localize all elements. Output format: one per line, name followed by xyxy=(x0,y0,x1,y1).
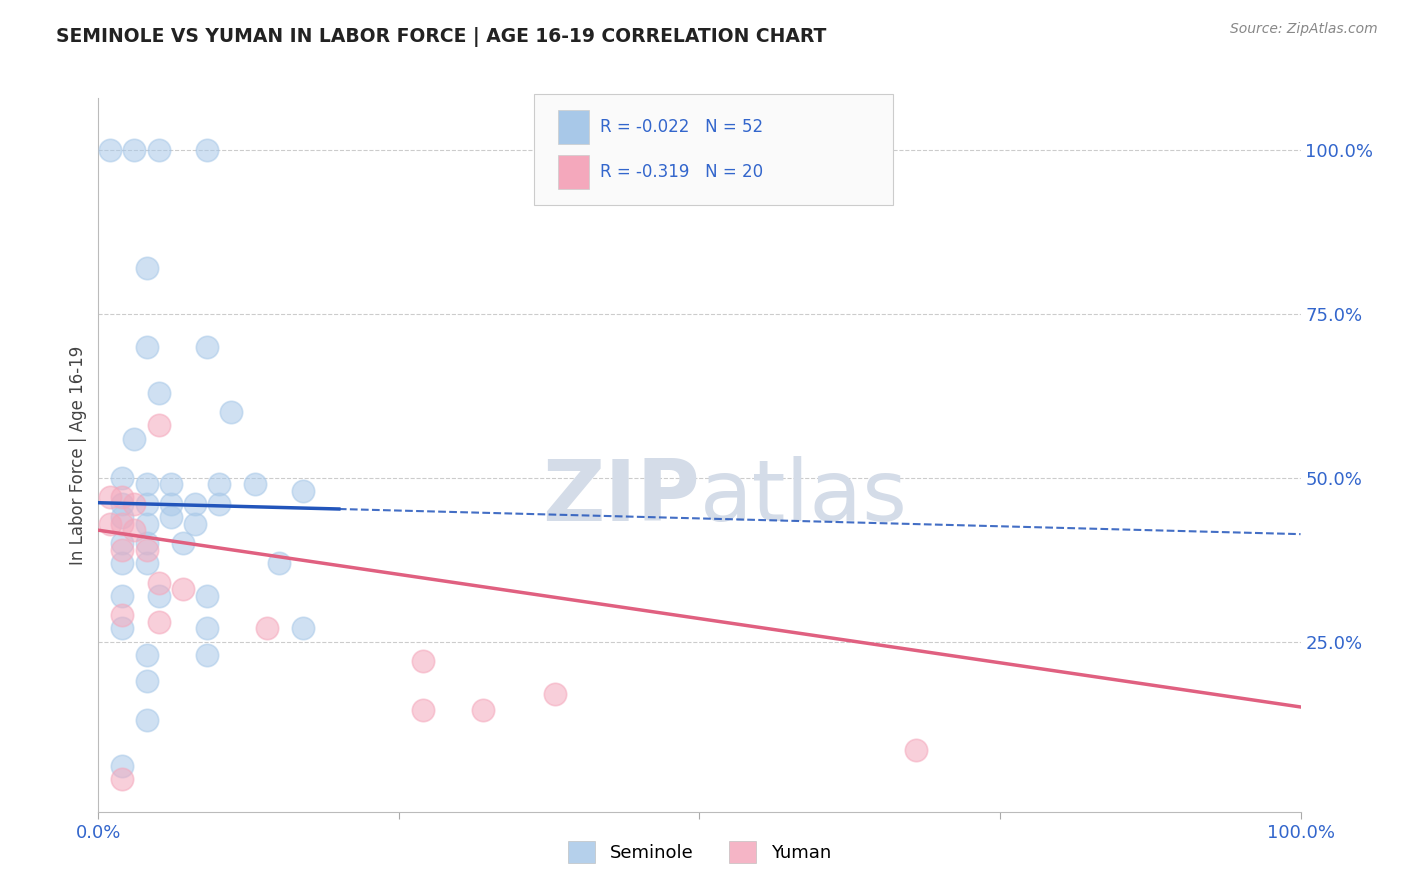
Point xyxy=(267,556,290,570)
Point xyxy=(148,589,170,603)
Point xyxy=(111,491,134,505)
Point xyxy=(100,144,122,158)
Point xyxy=(124,523,146,537)
Point xyxy=(100,516,122,531)
Point xyxy=(148,418,170,433)
Point xyxy=(183,516,205,531)
Point xyxy=(135,340,157,354)
Point xyxy=(208,477,231,491)
Text: Source: ZipAtlas.com: Source: ZipAtlas.com xyxy=(1230,22,1378,37)
Point xyxy=(291,483,314,498)
Point xyxy=(148,575,170,590)
Text: atlas: atlas xyxy=(700,456,907,540)
Point xyxy=(135,673,157,688)
Point xyxy=(100,491,122,505)
Point xyxy=(135,542,157,557)
Point xyxy=(172,536,194,550)
Point xyxy=(135,648,157,662)
Point xyxy=(111,471,134,485)
Point xyxy=(135,536,157,550)
Point xyxy=(124,432,146,446)
Point xyxy=(135,477,157,491)
Point xyxy=(111,589,134,603)
Point xyxy=(111,608,134,623)
Point xyxy=(124,497,146,511)
Point xyxy=(195,648,218,662)
Point xyxy=(111,542,134,557)
Point xyxy=(159,477,181,491)
Point xyxy=(111,536,134,550)
Point xyxy=(219,405,242,419)
Point xyxy=(544,687,567,701)
Point xyxy=(124,144,146,158)
Point xyxy=(195,589,218,603)
Point xyxy=(291,621,314,635)
Legend: Seminole, Yuman: Seminole, Yuman xyxy=(561,834,838,871)
Text: SEMINOLE VS YUMAN IN LABOR FORCE | AGE 16-19 CORRELATION CHART: SEMINOLE VS YUMAN IN LABOR FORCE | AGE 1… xyxy=(56,27,827,46)
Point xyxy=(135,713,157,727)
Point xyxy=(135,556,157,570)
Point xyxy=(412,654,434,668)
Point xyxy=(135,261,157,276)
Point xyxy=(195,621,218,635)
Point xyxy=(159,510,181,524)
Point xyxy=(195,144,218,158)
Text: R = -0.319   N = 20: R = -0.319 N = 20 xyxy=(600,163,763,181)
Point xyxy=(256,621,278,635)
Point xyxy=(195,340,218,354)
Point xyxy=(135,516,157,531)
Point xyxy=(111,510,134,524)
Point xyxy=(208,497,231,511)
Point xyxy=(111,772,134,786)
Text: ZIP: ZIP xyxy=(541,456,700,540)
Point xyxy=(111,556,134,570)
Point xyxy=(412,703,434,717)
Point xyxy=(111,759,134,773)
Point xyxy=(904,742,927,756)
Point xyxy=(135,497,157,511)
Point xyxy=(183,497,205,511)
Y-axis label: In Labor Force | Age 16-19: In Labor Force | Age 16-19 xyxy=(69,345,87,565)
Text: R = -0.022   N = 52: R = -0.022 N = 52 xyxy=(600,118,763,136)
Point xyxy=(472,703,495,717)
Point xyxy=(148,615,170,629)
Point xyxy=(172,582,194,596)
Point xyxy=(243,477,266,491)
Point xyxy=(148,144,170,158)
Point xyxy=(111,516,134,531)
Point xyxy=(148,385,170,400)
Point xyxy=(111,621,134,635)
Point xyxy=(111,497,134,511)
Point xyxy=(159,497,181,511)
